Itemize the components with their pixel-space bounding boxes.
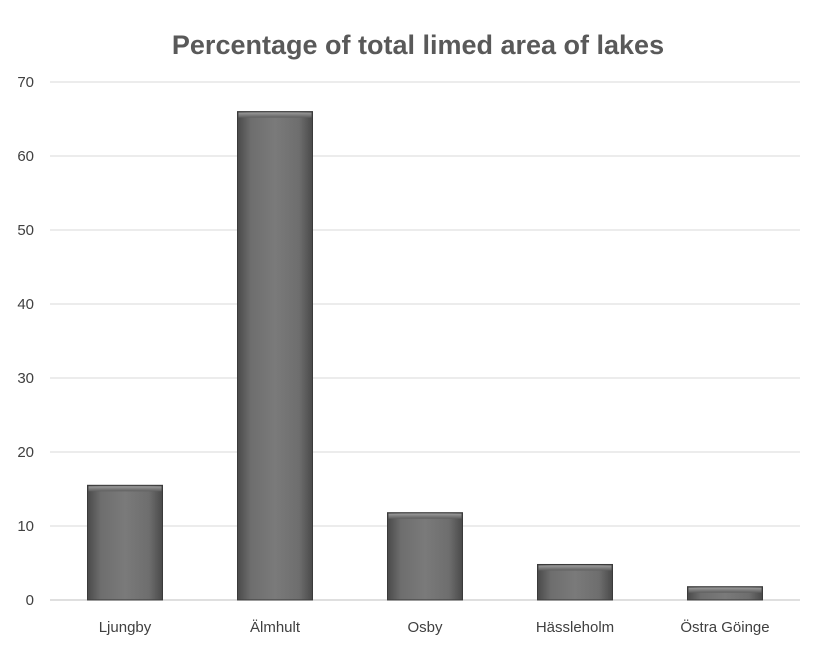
x-category-label: Ljungby [99,619,152,636]
bar-body [87,484,163,601]
bar [687,586,763,601]
bars [87,111,763,601]
bar [537,563,613,601]
bar-top-bevel [388,513,462,519]
x-category-label: Älmhult [250,619,301,636]
y-tick-label: 60 [17,148,34,165]
bar-body [387,512,463,601]
x-category-label: Hässleholm [536,619,614,636]
bar [237,111,313,601]
x-category-label: Osby [407,619,443,636]
bar-top-bevel [688,587,762,593]
bar-top-bevel [538,565,612,571]
gridlines [50,81,800,601]
bar-top-bevel [88,486,162,492]
bar [87,484,163,601]
bar-body [237,111,313,601]
x-axis-category-labels: Ljungby Älmhult Osby Hässleholm Östra Göinge [99,618,770,636]
y-tick-label: 10 [17,518,34,535]
bar-top-bevel [238,112,312,118]
y-tick-label: 70 [17,74,34,91]
y-tick-label: 50 [17,222,34,239]
x-category-label: Östra Göinge [680,618,769,636]
y-axis-tick-labels: 0 10 20 30 40 50 60 70 [17,74,34,609]
y-tick-label: 0 [26,592,34,609]
y-tick-label: 40 [17,296,34,313]
y-tick-label: 20 [17,444,34,461]
y-tick-label: 30 [17,370,34,387]
bar [387,512,463,601]
chart-title: Percentage of total limed area of lakes [172,30,664,60]
